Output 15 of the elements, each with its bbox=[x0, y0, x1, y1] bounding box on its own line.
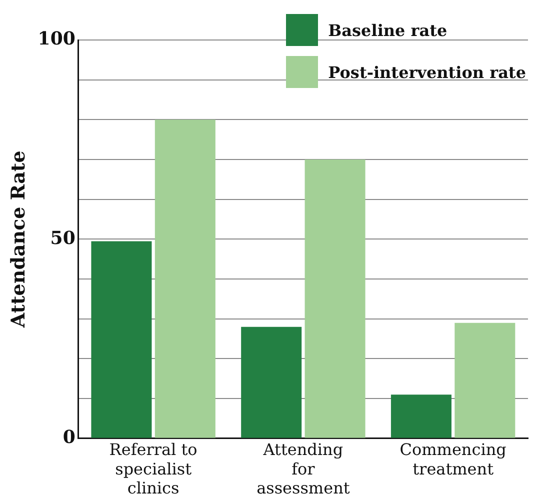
bar bbox=[390, 394, 452, 438]
x-tick-label: Attending for assessment bbox=[256, 440, 350, 498]
y-tick-label: 0 bbox=[62, 427, 76, 448]
y-axis-title: Attendance Rate bbox=[7, 150, 30, 329]
bar bbox=[304, 160, 366, 438]
y-tick-label: 50 bbox=[50, 228, 76, 249]
x-tick-label: Referral to specialist clinics bbox=[109, 440, 198, 498]
bar bbox=[91, 241, 152, 438]
bar bbox=[454, 322, 516, 438]
bar bbox=[154, 120, 216, 438]
y-tick-label: 100 bbox=[38, 28, 76, 50]
legend-label: Post-intervention rate bbox=[328, 62, 526, 82]
legend-label: Baseline rate bbox=[328, 20, 448, 40]
bar bbox=[241, 326, 302, 438]
x-tick-label: Commencing treatment bbox=[400, 440, 506, 478]
